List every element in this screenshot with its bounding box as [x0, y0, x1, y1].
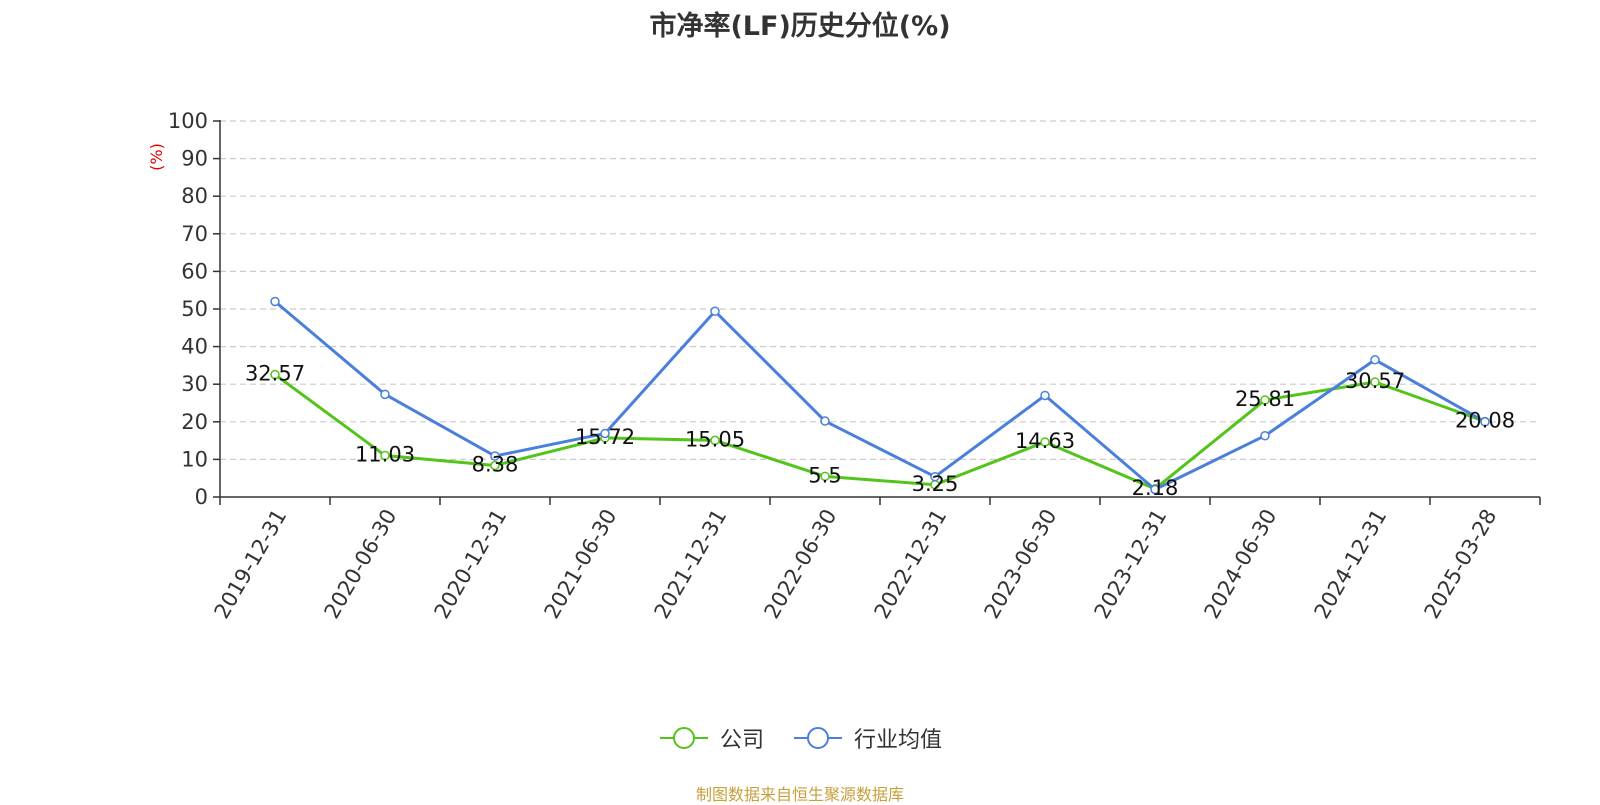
company-data-label: 3.25: [912, 472, 959, 496]
company-line: [274, 373, 1486, 491]
x-tick-label: 2024-06-30: [1200, 505, 1282, 623]
x-tick-label: 2022-12-31: [870, 505, 952, 623]
company-data-label: 30.57: [1345, 369, 1405, 393]
y-tick-label: 50: [181, 297, 208, 321]
legend-item-industry[interactable]: 行业均值: [792, 722, 942, 754]
company-data-label: 15.05: [685, 427, 745, 451]
x-tick-label: 2021-12-31: [650, 505, 732, 623]
company-data-label: 5.5: [808, 463, 841, 487]
x-tick-label: 2024-12-31: [1310, 505, 1392, 623]
industry-point: [270, 296, 280, 307]
x-tick-label: 2020-06-30: [320, 505, 402, 623]
company-point: [820, 471, 830, 482]
industry-point: [1370, 355, 1380, 365]
company-data-label: 25.81: [1235, 387, 1295, 411]
industry-legend-icon: [794, 727, 842, 749]
x-tick-label: 2023-06-30: [980, 505, 1062, 623]
industry-point: [820, 416, 830, 426]
company-data-label: 2.18: [1132, 476, 1179, 500]
company-point: [1040, 437, 1050, 447]
industry-point: [1040, 390, 1050, 401]
y-tick-label: 80: [181, 184, 208, 208]
y-tick-label: 40: [181, 335, 208, 359]
company-point: [490, 460, 500, 471]
x-tick-label: 2020-12-31: [430, 505, 512, 623]
y-tick-label: 30: [181, 372, 208, 396]
legend-label-company: 公司: [719, 728, 764, 753]
industry-point: [490, 451, 500, 461]
chart-title: 市净率(LF)历史分位(%): [649, 11, 951, 42]
axes: 0 10 20 30 40 50 60 70 80 90 100(%) 2019-12-31 2020-…: [147, 109, 1541, 623]
company-data-label: 11.03: [355, 443, 415, 467]
company-point: [1260, 395, 1270, 405]
industry-point: [930, 471, 940, 482]
y-tick-label: 90: [181, 147, 208, 171]
company-point: [270, 369, 280, 380]
industry-point: [1260, 430, 1270, 441]
x-tick-label: 2021-06-30: [540, 505, 622, 623]
legend: 公司 行业均值: [0, 722, 1600, 754]
legend-label-industry: 行业均值: [854, 728, 943, 753]
company-legend-icon: [659, 727, 708, 749]
industry-point: [380, 389, 390, 400]
y-tick-label: 10: [181, 447, 208, 471]
company-data-label: 8.38: [472, 452, 519, 476]
x-tick-label: 2025-03-28: [1420, 505, 1502, 623]
company-data-label: 32.57: [245, 362, 305, 386]
y-tick-label: 70: [181, 222, 208, 246]
series: [270, 296, 1490, 495]
y-tick-label: 0: [195, 485, 208, 509]
company-data-label: 20.08: [1455, 408, 1515, 432]
company-point: [380, 450, 390, 461]
x-tick-label: 2023-12-31: [1090, 505, 1172, 623]
industry-point: [600, 428, 610, 439]
grid-lines: [220, 120, 1540, 460]
company-data-label: 15.72: [575, 425, 635, 449]
industry-point: [1480, 417, 1490, 427]
y-tick-label: 100: [168, 109, 208, 133]
x-tick-label: 2022-06-30: [760, 505, 842, 623]
source-note: 制图数据来自恒生聚源数据库: [695, 785, 904, 804]
industry-point: [1150, 484, 1160, 495]
legend-item-company[interactable]: 公司: [658, 722, 764, 754]
company-point: [710, 435, 720, 446]
y-tick-label: 60: [181, 259, 208, 283]
company-data-label: 14.63: [1015, 429, 1075, 453]
industry-point: [710, 306, 720, 317]
company-point: [1370, 377, 1380, 387]
y-tick-label: 20: [181, 410, 208, 434]
industry-line: [274, 300, 1486, 491]
data-labels: 32.57 11.03 8.38 15.72 15.05 5.5 3.25 14.63 2.18…: [245, 362, 1515, 500]
y-axis-label: (%): [147, 143, 166, 171]
x-tick-label: 2019-12-31: [210, 505, 292, 623]
